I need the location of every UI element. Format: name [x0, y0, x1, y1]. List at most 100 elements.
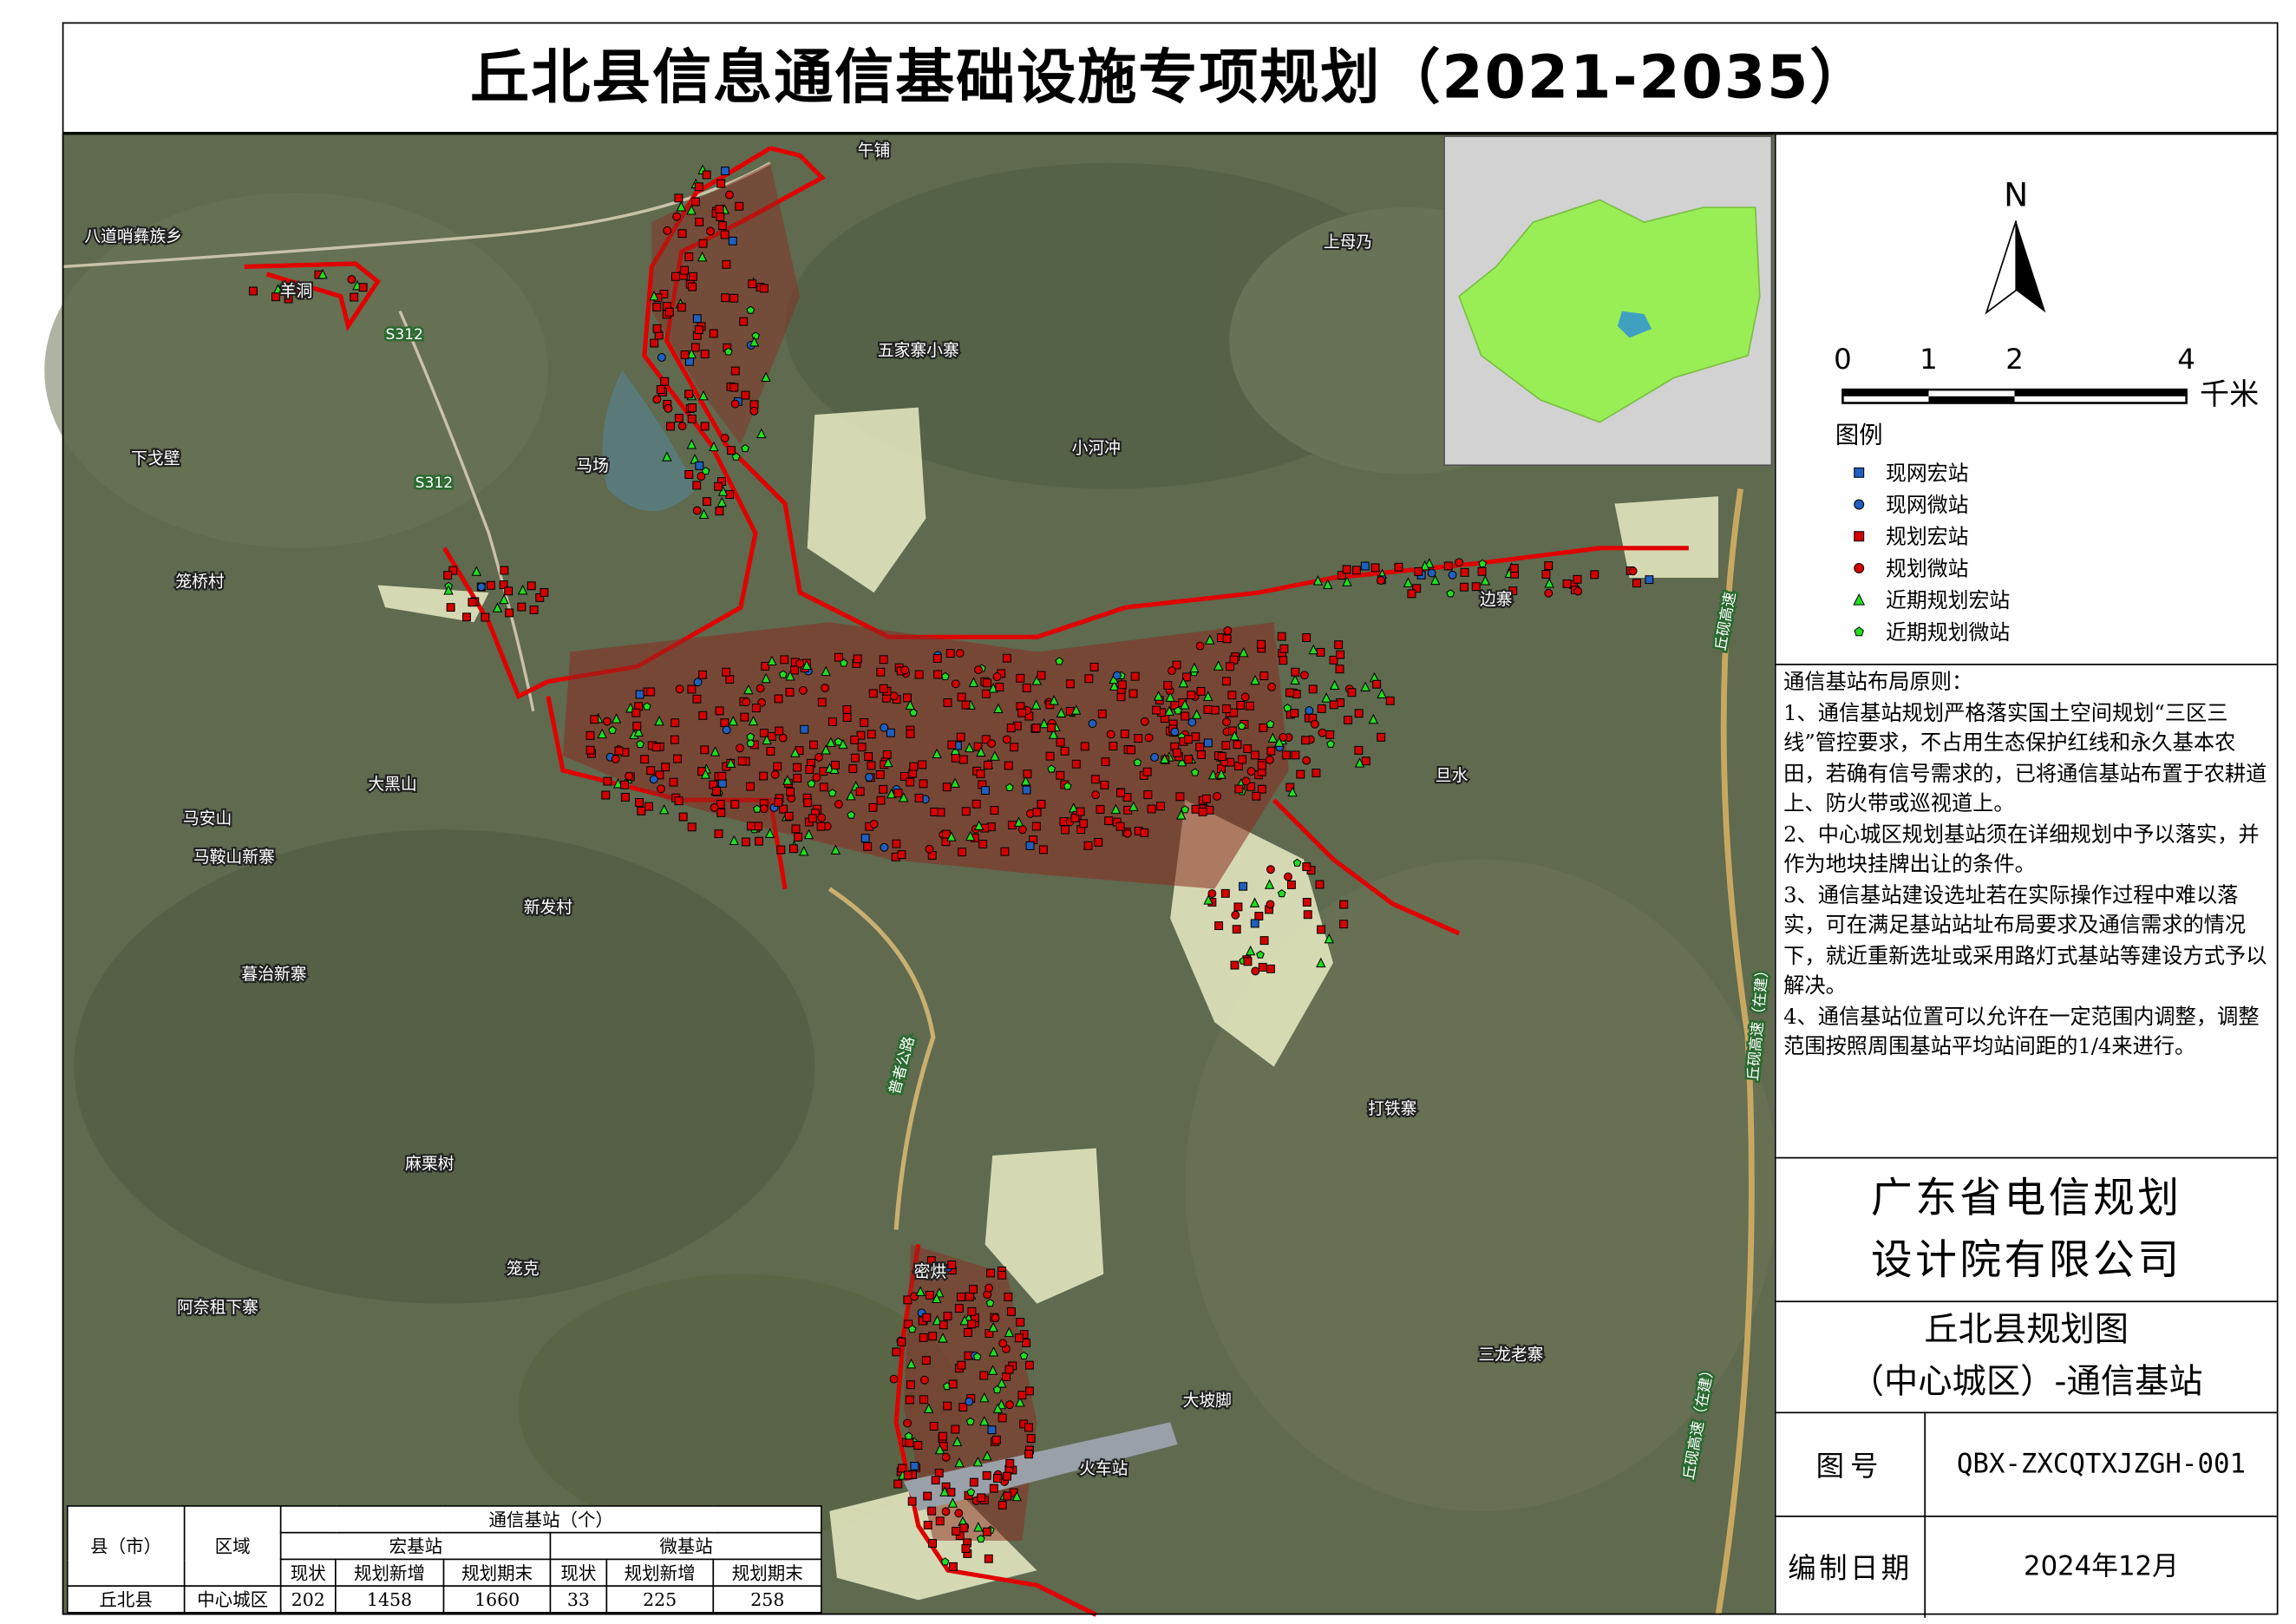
station-marker	[608, 725, 617, 734]
station-marker	[1281, 750, 1291, 760]
station-marker	[794, 833, 803, 841]
station-marker	[486, 580, 495, 590]
station-marker	[1245, 945, 1256, 956]
station-marker	[1047, 764, 1056, 773]
station-marker	[886, 728, 895, 737]
station-marker	[982, 1450, 992, 1461]
station-marker	[657, 353, 666, 362]
station-marker	[1284, 872, 1292, 881]
station-marker	[1097, 709, 1107, 718]
station-marker	[883, 756, 893, 768]
station-marker	[977, 1493, 986, 1503]
station-marker	[1226, 662, 1235, 671]
station-marker	[762, 734, 772, 745]
station-marker	[906, 729, 915, 738]
station-marker	[965, 1417, 975, 1425]
station-marker	[834, 800, 843, 809]
station-marker	[635, 690, 644, 699]
station-marker	[991, 1435, 1001, 1444]
side-panel: N 千米 图例 现网宏站 现网微站 规划宏站 规划微站 近期规划宏站 近期规划微站 0 1 2 4…	[1774, 133, 2279, 1617]
station-marker	[1011, 1490, 1023, 1502]
station-marker	[741, 443, 749, 453]
station-marker	[800, 724, 809, 734]
station-marker	[601, 790, 611, 800]
station-marker	[1317, 925, 1325, 934]
station-marker	[1266, 865, 1275, 874]
station-marker	[652, 395, 662, 404]
road	[398, 310, 535, 712]
station-marker	[982, 1470, 991, 1480]
station-marker	[1210, 705, 1220, 715]
station-marker	[847, 810, 856, 819]
station-marker	[1257, 761, 1266, 770]
station-marker	[914, 670, 924, 679]
station-marker	[1239, 881, 1248, 891]
station-marker	[1176, 756, 1187, 767]
station-marker	[998, 1270, 1007, 1280]
place-label: 马鞍山新寨	[193, 848, 275, 867]
station-marker	[767, 731, 776, 741]
station-marker	[674, 193, 684, 203]
station-marker	[1195, 743, 1205, 751]
station-marker	[779, 670, 788, 678]
station-marker	[660, 377, 670, 386]
station-marker	[1508, 586, 1518, 596]
road	[62, 161, 771, 269]
station-marker	[1443, 561, 1453, 571]
station-marker	[1305, 706, 1314, 716]
station-marker	[778, 733, 788, 743]
station-marker	[987, 739, 997, 748]
station-marker	[1336, 650, 1345, 659]
station-marker	[1329, 679, 1340, 691]
station-marker	[725, 757, 736, 768]
station-marker	[654, 715, 664, 726]
station-marker	[938, 1333, 948, 1343]
station-marker	[1292, 858, 1302, 867]
station-marker	[1005, 1400, 1014, 1410]
station-marker	[903, 1295, 913, 1305]
station-marker	[816, 822, 826, 831]
station-marker	[1645, 575, 1654, 585]
station-marker	[1354, 709, 1364, 718]
scale-label: 0	[1834, 343, 1852, 376]
station-marker	[809, 740, 818, 750]
station-marker	[770, 769, 780, 779]
station-marker	[1133, 757, 1142, 767]
station-marker	[694, 325, 703, 335]
station-marker	[1259, 671, 1269, 681]
station-marker	[1045, 751, 1055, 761]
legend-label: 现网微站	[1886, 493, 1969, 517]
station-marker	[1128, 801, 1139, 811]
station-marker	[958, 755, 968, 764]
station-marker	[821, 744, 831, 755]
station-marker	[1172, 660, 1181, 670]
station-marker	[692, 314, 702, 324]
station-marker	[969, 1477, 978, 1487]
principles: 通信基站布局原则： 1、通信基站规划严格落实国土空间规划“三区三线”管控要求，不…	[1776, 664, 2277, 1157]
station-marker	[748, 279, 757, 289]
station-marker	[947, 1497, 958, 1508]
station-marker	[1544, 578, 1554, 588]
company-line: 广东省电信规划	[1870, 1173, 2182, 1222]
station-marker	[1003, 1491, 1012, 1501]
station-marker	[879, 655, 888, 665]
station-marker	[966, 1488, 976, 1496]
station-marker	[694, 182, 703, 192]
station-marker	[702, 170, 711, 180]
station-marker	[1266, 964, 1275, 973]
station-marker	[1267, 682, 1277, 691]
station-marker	[1022, 785, 1031, 795]
station-marker	[892, 839, 901, 848]
station-marker	[1291, 667, 1300, 677]
station-marker	[714, 829, 723, 839]
station-marker	[720, 433, 729, 442]
place-label: 打铁寨	[1368, 1099, 1417, 1118]
station-marker	[737, 756, 747, 766]
station-marker	[652, 324, 662, 333]
station-marker	[941, 671, 950, 681]
station-marker	[635, 797, 644, 807]
station-marker	[759, 771, 769, 781]
place-label: 笼克	[507, 1260, 540, 1279]
table-cell: 202	[279, 1585, 337, 1614]
